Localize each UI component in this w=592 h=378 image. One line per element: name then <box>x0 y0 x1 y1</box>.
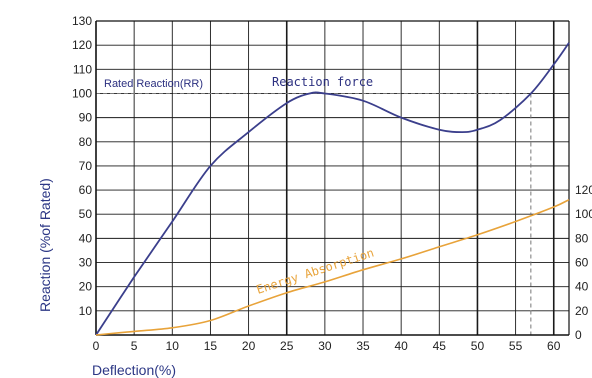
x-tick-15: 15 <box>204 339 218 353</box>
x-tick-50: 50 <box>471 339 485 353</box>
y-tick-labels: 10 20 30 40 50 60 70 80 90 100 110 120 130 <box>72 14 92 318</box>
series-lines <box>95 42 570 336</box>
grid <box>96 20 569 335</box>
y-tick-120: 120 <box>72 38 92 52</box>
right-tick-0: 0 <box>575 328 582 342</box>
series-line-energy-absorption <box>95 198 570 336</box>
x-tick-55: 55 <box>509 339 523 353</box>
right-tick-40: 40 <box>575 280 589 294</box>
axes <box>95 20 570 336</box>
x-axis-label: Deflection(%) <box>92 362 176 378</box>
right-tick-100: 100 <box>575 207 592 221</box>
right-tick-labels: 0 20 40 60 80 100 120 <box>575 183 592 342</box>
x-tick-25: 25 <box>280 339 294 353</box>
y-tick-130: 130 <box>72 14 92 28</box>
y-tick-100: 100 <box>72 86 92 100</box>
y-tick-50: 50 <box>79 207 93 221</box>
right-tick-20: 20 <box>575 304 589 318</box>
y-tick-30: 30 <box>79 256 93 270</box>
x-tick-10: 10 <box>166 339 180 353</box>
x-tick-labels: 0 5 10 15 20 25 30 35 40 45 50 55 60 <box>93 339 561 353</box>
x-tick-0: 0 <box>93 339 100 353</box>
series-line-reaction-force <box>95 42 570 336</box>
y-tick-90: 90 <box>79 111 93 125</box>
x-tick-60: 60 <box>547 339 561 353</box>
y-tick-20: 20 <box>79 280 93 294</box>
right-tick-120: 120 <box>575 183 592 197</box>
right-tick-80: 80 <box>575 231 589 245</box>
x-tick-35: 35 <box>356 339 370 353</box>
y-tick-70: 70 <box>79 159 93 173</box>
x-tick-40: 40 <box>394 339 408 353</box>
x-tick-30: 30 <box>318 339 332 353</box>
x-tick-20: 20 <box>242 339 256 353</box>
reaction-force-label: Reaction force <box>272 75 373 89</box>
y-tick-40: 40 <box>79 231 93 245</box>
y-axis-label: Reaction (%of Rated) <box>37 178 53 312</box>
x-tick-45: 45 <box>433 339 447 353</box>
x-tick-5: 5 <box>131 339 138 353</box>
y-tick-60: 60 <box>79 183 93 197</box>
y-tick-110: 110 <box>73 62 92 76</box>
y-tick-80: 80 <box>79 135 93 149</box>
right-tick-60: 60 <box>575 256 589 270</box>
y-tick-10: 10 <box>79 304 93 318</box>
rated-reaction-label: Rated Reaction(RR) <box>104 78 203 90</box>
